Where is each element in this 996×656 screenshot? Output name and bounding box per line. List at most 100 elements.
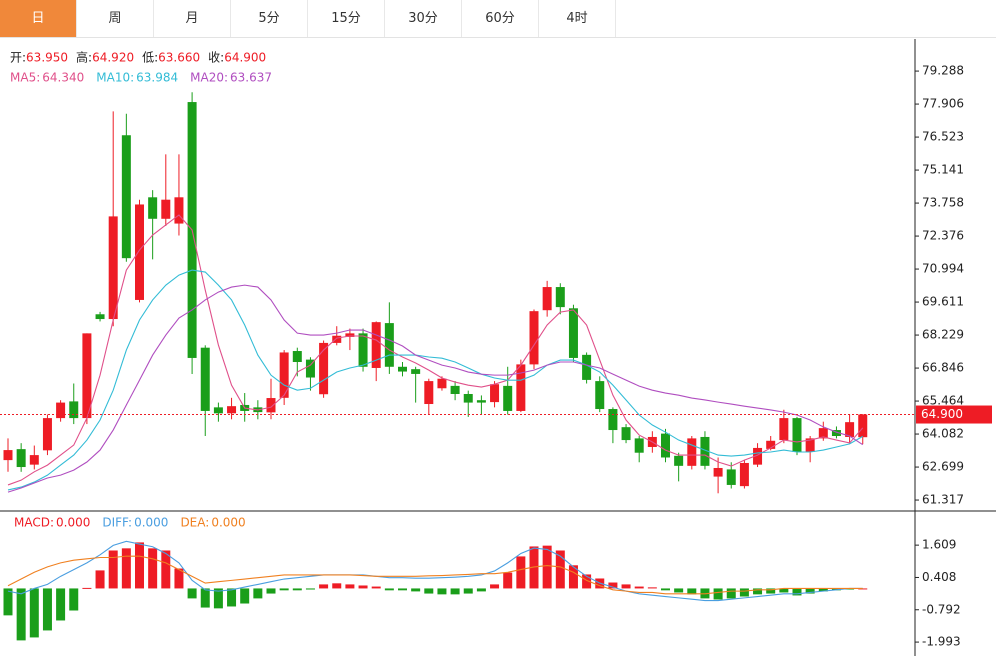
candle-body — [490, 384, 500, 403]
candle-body — [595, 381, 605, 410]
candle-body — [292, 351, 302, 363]
macd-bar — [450, 588, 460, 595]
candle-body — [69, 401, 79, 419]
candle-body — [687, 438, 697, 466]
legend-name: MACD: — [14, 516, 54, 530]
candle-body — [3, 450, 13, 461]
ohlc-value: 64.920 — [92, 51, 134, 65]
candle-body — [161, 199, 171, 219]
tab[interactable]: 日 — [0, 0, 77, 37]
tab[interactable]: 4时 — [539, 0, 616, 37]
macd-bar — [476, 588, 486, 592]
candle-body — [568, 308, 578, 358]
candle-body — [792, 418, 802, 452]
y-tick-label: 64.082 — [922, 427, 964, 441]
macd-bar — [161, 550, 171, 589]
macd-bar — [555, 550, 565, 589]
macd-bar — [345, 584, 355, 589]
macd-bar — [490, 584, 500, 589]
macd-bar — [200, 588, 210, 608]
macd-bar — [687, 588, 697, 595]
candle-body — [503, 385, 513, 411]
candle-body — [424, 381, 434, 405]
candle-body — [818, 428, 828, 439]
macd-bar — [437, 588, 447, 595]
candle-body — [634, 438, 644, 453]
macd-bar — [187, 588, 197, 599]
macd-bar — [42, 588, 52, 631]
y-tick-label: 61.317 — [922, 493, 964, 507]
y-tick-label: 79.288 — [922, 64, 964, 78]
y-tick-label: 77.906 — [922, 97, 964, 111]
macd-bar — [29, 588, 39, 638]
candle-body — [16, 449, 26, 468]
candle-body — [529, 311, 539, 365]
macd-bar — [818, 588, 828, 592]
candle-body — [845, 422, 855, 437]
y-tick-label: 73.758 — [922, 196, 964, 210]
candle-body — [779, 418, 789, 441]
legend-value: 0.000 — [134, 516, 168, 530]
y-tick-label: 66.846 — [922, 361, 964, 375]
macd-bar — [121, 548, 131, 589]
candle-body — [713, 467, 723, 477]
macd-bar — [266, 588, 276, 594]
legend-value: 64.340 — [42, 71, 84, 85]
candle-body — [661, 433, 670, 458]
legend-value: 0.000 — [211, 516, 245, 530]
candle-body — [516, 364, 526, 411]
macd-bar — [16, 588, 26, 641]
tab[interactable]: 60分 — [462, 0, 539, 37]
legend-name: DEA: — [180, 516, 209, 530]
ohlc-value: 64.900 — [224, 51, 266, 65]
candle-body — [332, 335, 342, 343]
macd-bar — [674, 588, 684, 593]
candle-body — [42, 418, 52, 451]
tab[interactable]: 15分 — [308, 0, 385, 37]
tab[interactable]: 周 — [77, 0, 154, 37]
macd-bar — [69, 588, 79, 611]
y-tick-label: 65.464 — [922, 394, 964, 408]
ohlc-name: 高: — [76, 50, 92, 65]
line — [7, 284, 864, 493]
macd-bar — [792, 588, 802, 596]
y-tick-label: 68.229 — [922, 328, 964, 342]
candle-body — [739, 462, 749, 487]
y-tick-label: 0.408 — [922, 570, 956, 584]
macd-bar — [503, 572, 513, 589]
y-tick-label: -1.993 — [922, 635, 961, 649]
macd-bar — [108, 550, 118, 589]
macd-bar — [332, 583, 342, 589]
macd-bar — [213, 588, 223, 609]
candle-body — [200, 347, 210, 411]
candle-body — [450, 385, 460, 394]
line — [7, 540, 863, 602]
line — [7, 214, 864, 486]
candle-body — [227, 406, 237, 414]
y-tick-label: 69.611 — [922, 295, 964, 309]
candle-body — [279, 352, 289, 398]
candle-body — [82, 333, 92, 419]
tab[interactable]: 月 — [154, 0, 231, 37]
candle-body — [305, 359, 315, 378]
candle-body — [476, 400, 486, 403]
macd-bar — [805, 588, 815, 594]
macd-bar — [634, 586, 644, 589]
candle-body — [135, 204, 144, 300]
candle-body — [56, 402, 66, 419]
macd-bar — [82, 587, 92, 589]
last-price-label: 64.900 — [921, 407, 963, 421]
candle-body — [266, 398, 276, 413]
candle-body — [674, 455, 684, 466]
tab[interactable]: 5分 — [231, 0, 308, 37]
macd-bar — [568, 565, 578, 589]
tab[interactable]: 30分 — [385, 0, 462, 37]
line — [7, 269, 864, 491]
macd-bar — [240, 588, 250, 604]
y-tick-label: 62.699 — [922, 460, 964, 474]
macd-bar — [95, 570, 105, 589]
legend-name: MA20: — [190, 71, 228, 85]
candle-body — [213, 407, 223, 414]
